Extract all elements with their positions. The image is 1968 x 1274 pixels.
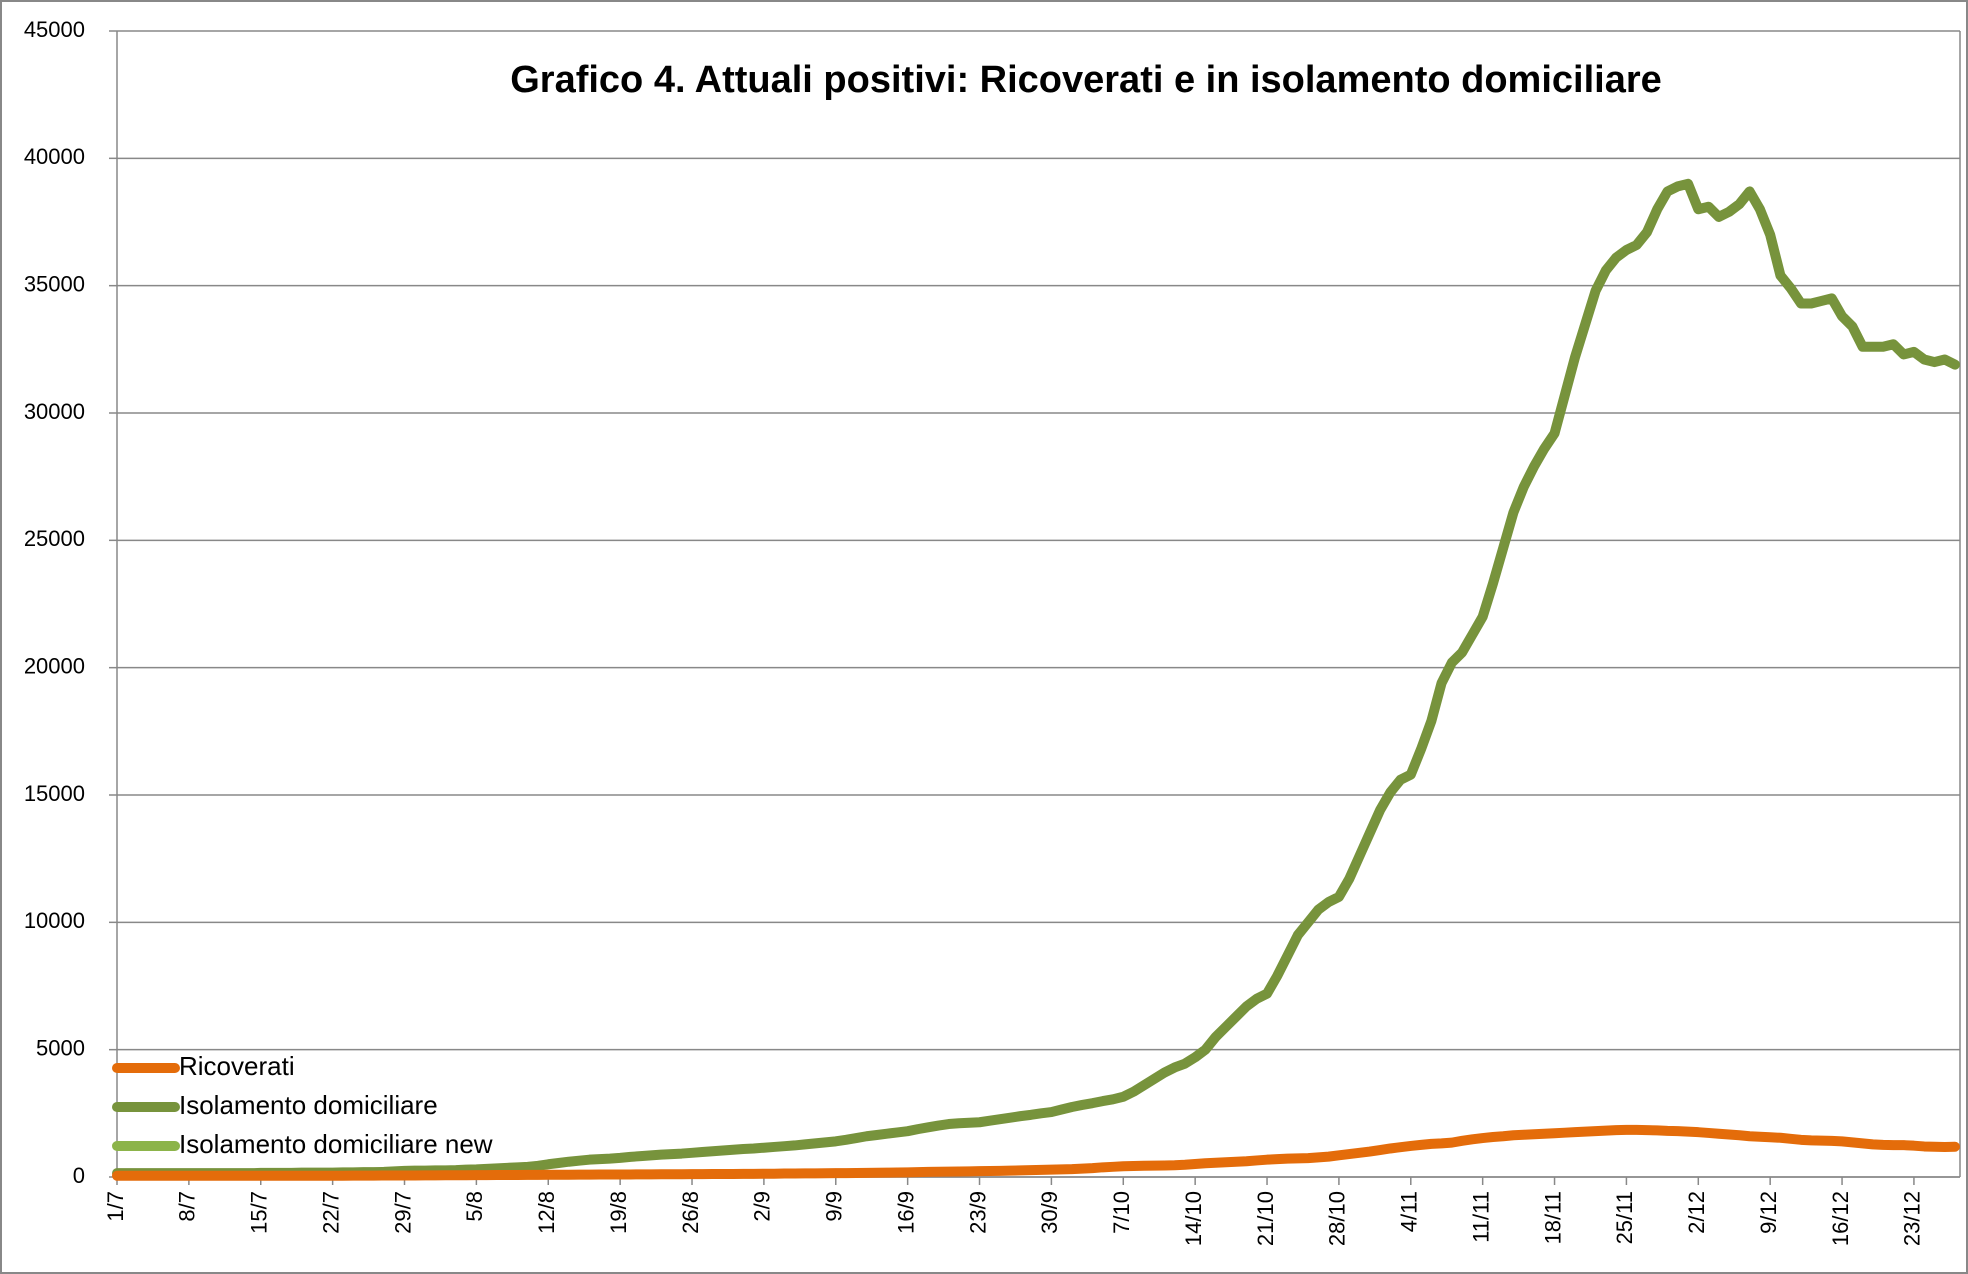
x-tick-label: 19/8 [606,1191,631,1234]
y-tick-label: 0 [73,1163,85,1188]
x-tick-label: 29/7 [390,1191,415,1234]
y-tick-label: 30000 [24,399,85,424]
x-tick-label: 26/8 [678,1191,703,1234]
y-tick-label: 35000 [24,271,85,296]
x-tick-label: 28/10 [1325,1191,1350,1246]
y-tick-label: 40000 [24,144,85,169]
y-tick-label: 20000 [24,653,85,678]
x-tick-label: 7/10 [1109,1191,1134,1234]
x-tick-label: 18/11 [1540,1191,1565,1244]
x-tick-label: 9/12 [1756,1191,1781,1234]
y-tick-label: 5000 [36,1035,85,1060]
x-tick-label: 22/7 [318,1191,343,1234]
legend-label: Isolamento domiciliare new [179,1129,493,1159]
x-tick-label: 5/8 [462,1191,487,1222]
x-tick-label: 23/12 [1900,1191,1925,1246]
x-tick-label: 1/7 [103,1191,128,1222]
series-line [112,1124,1960,1181]
x-tick-label: 9/9 [822,1191,847,1222]
x-tick-label: 2/9 [750,1191,775,1222]
x-tick-label: 23/9 [965,1191,990,1234]
legend-label: Isolamento domiciliare [179,1090,438,1120]
x-tick-label: 16/9 [893,1191,918,1234]
y-tick-label: 10000 [24,908,85,933]
x-tick-label: 21/10 [1253,1191,1278,1246]
x-tick-label: 25/11 [1612,1191,1637,1244]
x-tick-label: 15/7 [247,1191,272,1234]
x-tick-label: 2/12 [1684,1191,1709,1234]
x-tick-label: 30/9 [1037,1191,1062,1234]
y-tick-label: 15000 [24,781,85,806]
x-tick-label: 14/10 [1181,1191,1206,1246]
x-tick-label: 12/8 [534,1191,559,1234]
x-tick-label: 11/11 [1468,1191,1493,1243]
y-tick-label: 25000 [24,526,85,551]
x-tick-label: 16/12 [1828,1191,1853,1246]
x-tick-label: 4/11 [1397,1191,1422,1232]
legend-label: Ricoverati [179,1051,295,1081]
x-tick-label: 8/7 [175,1191,200,1222]
chart-title: Grafico 4. Attuali positivi: Ricoverati … [510,59,1662,101]
y-tick-label: 45000 [24,17,85,42]
